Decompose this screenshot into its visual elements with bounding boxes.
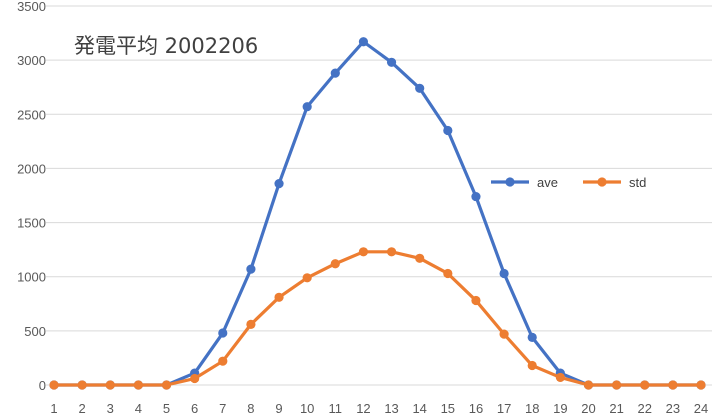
- legend-swatch-marker: [597, 177, 607, 187]
- y-tick-label: 2000: [17, 161, 46, 176]
- data-point: [218, 328, 228, 338]
- x-tick-label: 14: [412, 401, 426, 416]
- y-axis-ticks: 0 500 1000 1500 2000 2500 3000 3500: [17, 0, 46, 393]
- data-point: [555, 372, 565, 383]
- data-point: [696, 380, 706, 390]
- data-point: [471, 191, 481, 202]
- x-tick-label: 1: [50, 401, 57, 416]
- x-tick-label: 21: [609, 401, 623, 416]
- legend-item-std: std: [583, 175, 646, 190]
- data-point: [246, 264, 256, 274]
- legend-label: ave: [537, 175, 558, 190]
- data-point: [443, 125, 453, 136]
- x-tick-label: 2: [79, 401, 86, 416]
- data-point: [49, 380, 59, 390]
- x-tick-label: 19: [553, 401, 567, 416]
- data-point: [330, 68, 340, 78]
- x-tick-label: 7: [219, 401, 226, 416]
- x-tick-label: 10: [300, 401, 314, 416]
- y-tick-label: 3000: [17, 53, 46, 68]
- data-point: [612, 380, 622, 390]
- data-point: [161, 380, 172, 390]
- y-tick-label: 3500: [17, 0, 46, 14]
- x-tick-label: 5: [163, 401, 170, 416]
- data-point: [386, 247, 397, 257]
- y-tick-label: 500: [24, 324, 46, 339]
- data-point: [246, 319, 256, 329]
- data-point: [190, 373, 200, 384]
- legend: ave std: [491, 175, 646, 190]
- legend-item-ave: ave: [491, 175, 558, 190]
- x-tick-label: 24: [694, 401, 708, 416]
- data-point: [274, 292, 284, 302]
- data-point: [527, 332, 537, 342]
- data-point: [415, 83, 425, 93]
- y-tick-label: 2500: [17, 107, 46, 122]
- series-std: [49, 247, 706, 390]
- data-point: [218, 356, 228, 366]
- data-point: [302, 273, 312, 283]
- y-tick-label: 1000: [17, 270, 46, 285]
- x-tick-label: 13: [384, 401, 398, 416]
- data-point: [471, 295, 481, 306]
- series-line: [54, 250, 701, 387]
- data-point: [77, 380, 87, 390]
- legend-swatch-marker: [505, 177, 515, 187]
- data-point: [527, 360, 537, 371]
- x-tick-label: 8: [247, 401, 254, 416]
- x-tick-label: 15: [441, 401, 455, 416]
- y-tick-label: 1500: [17, 216, 46, 231]
- data-point: [499, 329, 509, 339]
- data-point: [443, 268, 453, 279]
- data-point: [640, 380, 650, 390]
- x-tick-label: 12: [356, 401, 370, 416]
- x-tick-label: 3: [107, 401, 114, 416]
- data-point: [415, 253, 425, 263]
- x-tick-label: 17: [497, 401, 511, 416]
- x-tick-label: 16: [469, 401, 483, 416]
- x-tick-label: 18: [525, 401, 539, 416]
- x-tick-label: 23: [666, 401, 680, 416]
- series-group: [49, 37, 706, 390]
- legend-label: std: [629, 175, 646, 190]
- data-point: [133, 380, 143, 390]
- gridlines: [46, 5, 712, 386]
- chart-title: 発電平均 2002206: [74, 34, 258, 58]
- x-tick-label: 9: [275, 401, 282, 416]
- data-point: [386, 57, 397, 67]
- data-point: [358, 247, 369, 257]
- data-point: [358, 37, 369, 47]
- data-point: [105, 380, 115, 390]
- data-point: [302, 102, 312, 112]
- x-tick-label: 22: [638, 401, 652, 416]
- data-point: [274, 178, 284, 189]
- data-point: [583, 380, 594, 390]
- x-tick-label: 11: [329, 401, 343, 416]
- data-point: [499, 268, 509, 279]
- x-axis-ticks: 1 2 3 4 5 6 7 8 9 10 11 12 13 14 15 16 17 18 19 20 21 22 23 24: [50, 401, 708, 416]
- x-tick-label: 6: [191, 401, 198, 416]
- y-tick-label: 0: [39, 378, 46, 393]
- data-point: [330, 259, 340, 269]
- x-tick-label: 4: [135, 401, 142, 416]
- data-point: [668, 380, 678, 390]
- x-tick-label: 20: [581, 401, 595, 416]
